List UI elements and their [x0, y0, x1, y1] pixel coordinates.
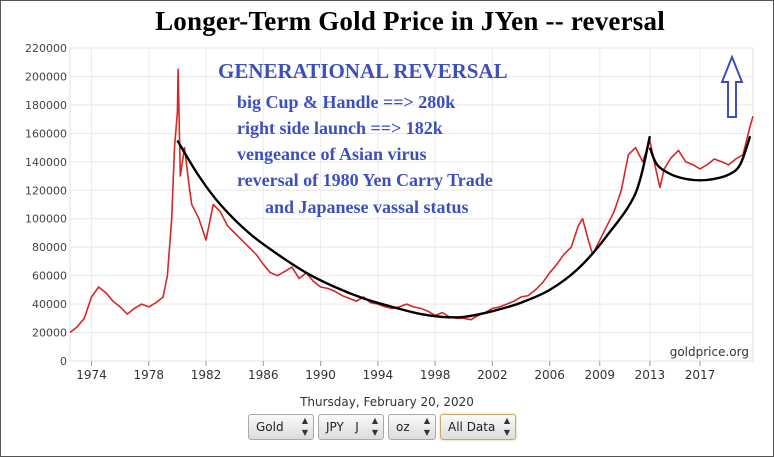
x-tick-label: 1978 [133, 368, 164, 382]
x-tick-label: 1986 [248, 368, 279, 382]
annotation-line-5: and Japanese vassal status [265, 197, 469, 217]
y-tick-label: 200000 [25, 70, 67, 83]
cup-curve [176, 135, 652, 319]
grid [70, 47, 753, 362]
unit-select[interactable]: oz ▲ ▼ [388, 414, 436, 440]
currency-select[interactable]: JPY J ▲ ▼ [318, 414, 384, 440]
y-tick-label: 60000 [32, 270, 67, 283]
metal-select[interactable]: Gold ▲ ▼ [248, 414, 314, 440]
annotation-line-2: right side launch ==> 182k [237, 118, 443, 138]
x-tick-label: 1974 [76, 368, 107, 382]
annotation-line-4: reversal of 1980 Yen Carry Trade [237, 170, 493, 190]
chevron-updown-icon: ▲ ▼ [423, 416, 430, 437]
price-line [69, 68, 754, 334]
chevron-updown-icon: ▲ ▼ [301, 416, 308, 437]
y-axis-ticks: 0 20000 40000 60000 80000 100000 120000 140000 1… [25, 42, 67, 368]
x-tick-label: 1990 [305, 368, 336, 382]
y-tick-label: 160000 [25, 127, 67, 140]
y-tick-label: 220000 [25, 42, 67, 55]
up-arrow-icon [720, 54, 744, 118]
y-tick-label: 40000 [32, 298, 67, 311]
y-tick-label: 140000 [25, 156, 67, 169]
y-tick-label: 120000 [25, 184, 67, 197]
currency-select-value: JPY J [326, 420, 359, 434]
y-tick-label: 180000 [25, 99, 67, 112]
annotation-title: GENERATIONAL REVERSAL [218, 59, 508, 83]
x-tick-label: 1998 [420, 368, 451, 382]
annotation-line-1: big Cup & Handle ==> 280k [237, 92, 455, 112]
metal-select-value: Gold [256, 420, 284, 434]
x-tick-label: 2009 [585, 368, 616, 382]
y-tick-label: 100000 [25, 213, 67, 226]
x-tick-label: 2006 [534, 368, 565, 382]
overlay-curves [176, 135, 752, 319]
unit-select-value: oz [396, 420, 410, 434]
watermark: goldprice.org [670, 345, 749, 359]
x-tick-label: 1994 [363, 368, 394, 382]
range-select-value: All Data [448, 420, 496, 434]
y-tick-label: 80000 [32, 241, 67, 254]
chevron-updown-icon: ▲ ▼ [503, 416, 510, 437]
x-tick-label: 2017 [685, 368, 716, 382]
x-axis-ticks: 1974 1978 1982 1986 1990 1994 1998 2002 2006 2009… [76, 361, 715, 382]
plot-background [69, 47, 754, 362]
x-tick-label: 1982 [191, 368, 222, 382]
gold-price-chart: 0 20000 40000 60000 80000 100000 120000 140000 1… [25, 42, 754, 382]
range-select[interactable]: All Data ▲ ▼ [440, 414, 516, 440]
chevron-updown-icon: ▲ ▼ [371, 416, 378, 437]
price-series [69, 68, 754, 334]
x-tick-label: 2013 [635, 368, 666, 382]
date-label: Thursday, February 20, 2020 [300, 395, 474, 409]
x-tick-label: 2002 [477, 368, 508, 382]
page-title: Longer-Term Gold Price in JYen -- revers… [155, 6, 665, 36]
y-tick-label: 20000 [32, 327, 67, 340]
handle-curve [648, 135, 752, 182]
annotation-line-3: vengeance of Asian virus [237, 144, 427, 164]
y-tick-label: 0 [60, 355, 67, 368]
